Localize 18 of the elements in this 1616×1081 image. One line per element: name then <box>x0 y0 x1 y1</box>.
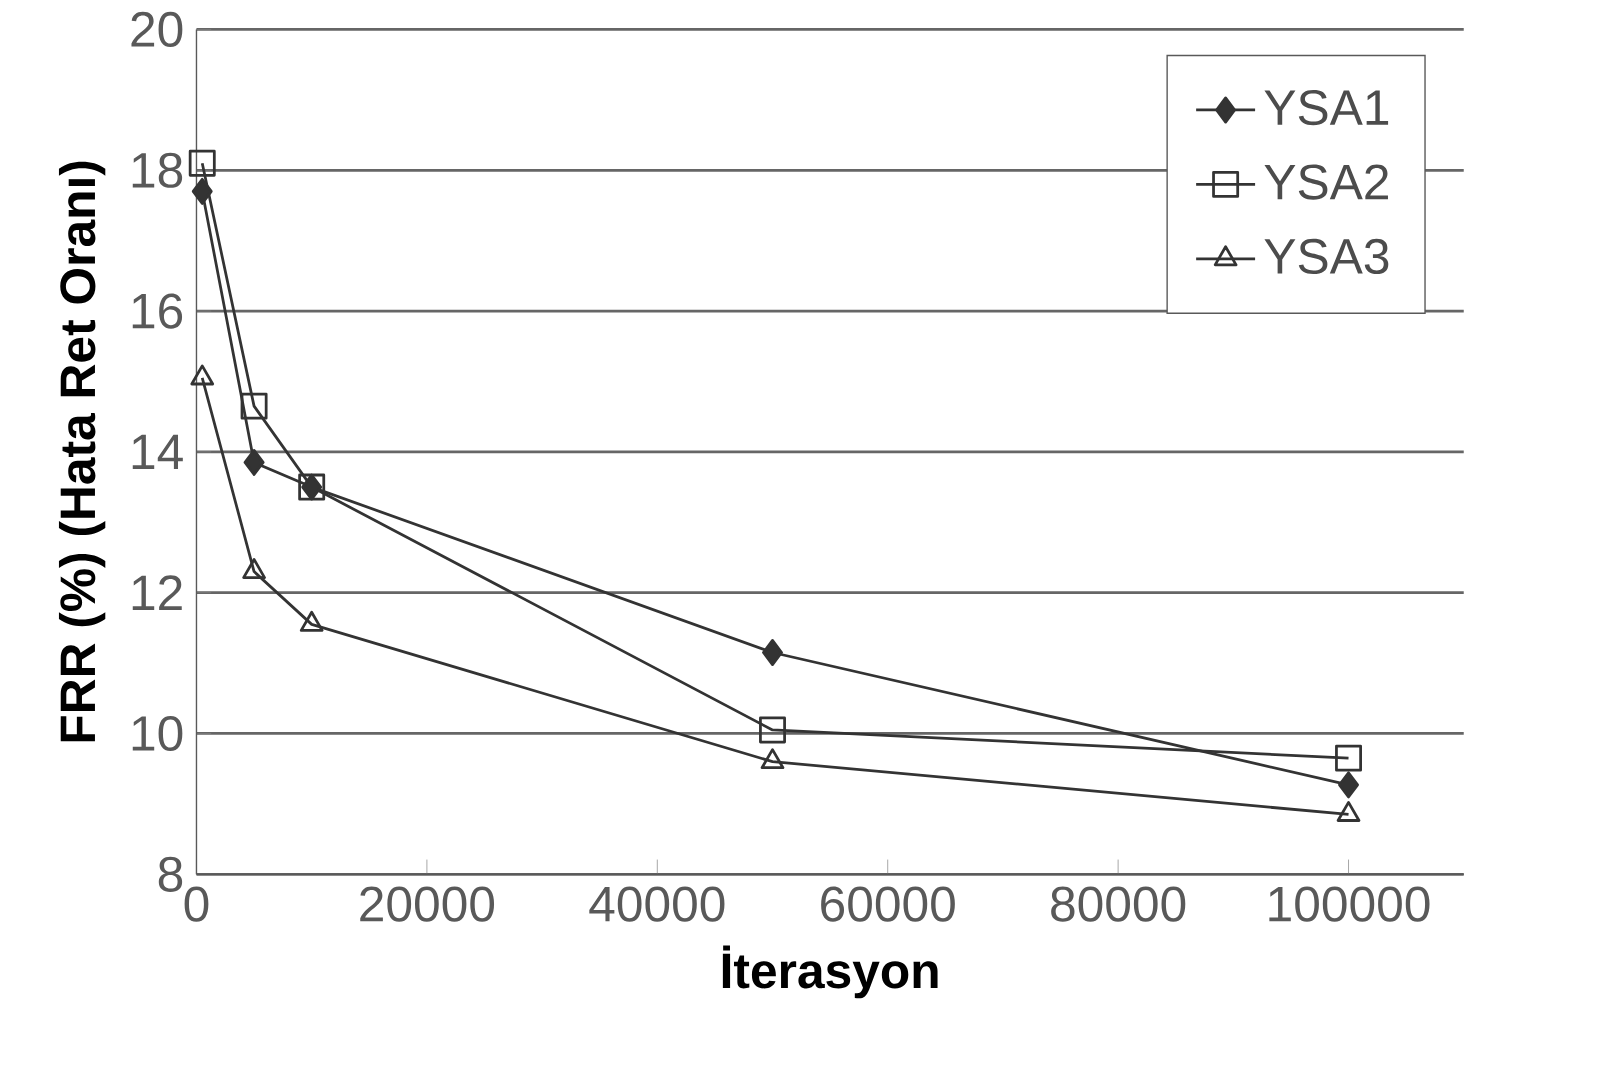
legend-label: YSA3 <box>1264 239 1389 275</box>
x-axis-title: İterasyon <box>722 945 938 999</box>
x-tick-label: 80000 <box>1051 886 1186 922</box>
legend-label: YSA2 <box>1264 164 1388 200</box>
y-tick-label: 20 <box>131 12 183 48</box>
y-tick-label: 16 <box>132 293 183 329</box>
y-tick-label: 12 <box>132 575 182 611</box>
legend-label: YSA1 <box>1264 90 1389 126</box>
y-tick-label: 8 <box>158 856 183 893</box>
y-axis-title: FRR (%) (Hata Ret Oranı) <box>58 161 106 742</box>
y-tick-label: 14 <box>132 434 183 470</box>
x-tick-label: 60000 <box>821 886 955 922</box>
x-tick-label: 0 <box>184 886 209 922</box>
x-tick-label: 40000 <box>589 886 725 922</box>
x-tick-label: 100000 <box>1269 886 1430 922</box>
y-tick-label: 18 <box>132 152 183 189</box>
y-tick-label: 10 <box>132 716 183 752</box>
x-tick-label: 20000 <box>360 886 495 922</box>
